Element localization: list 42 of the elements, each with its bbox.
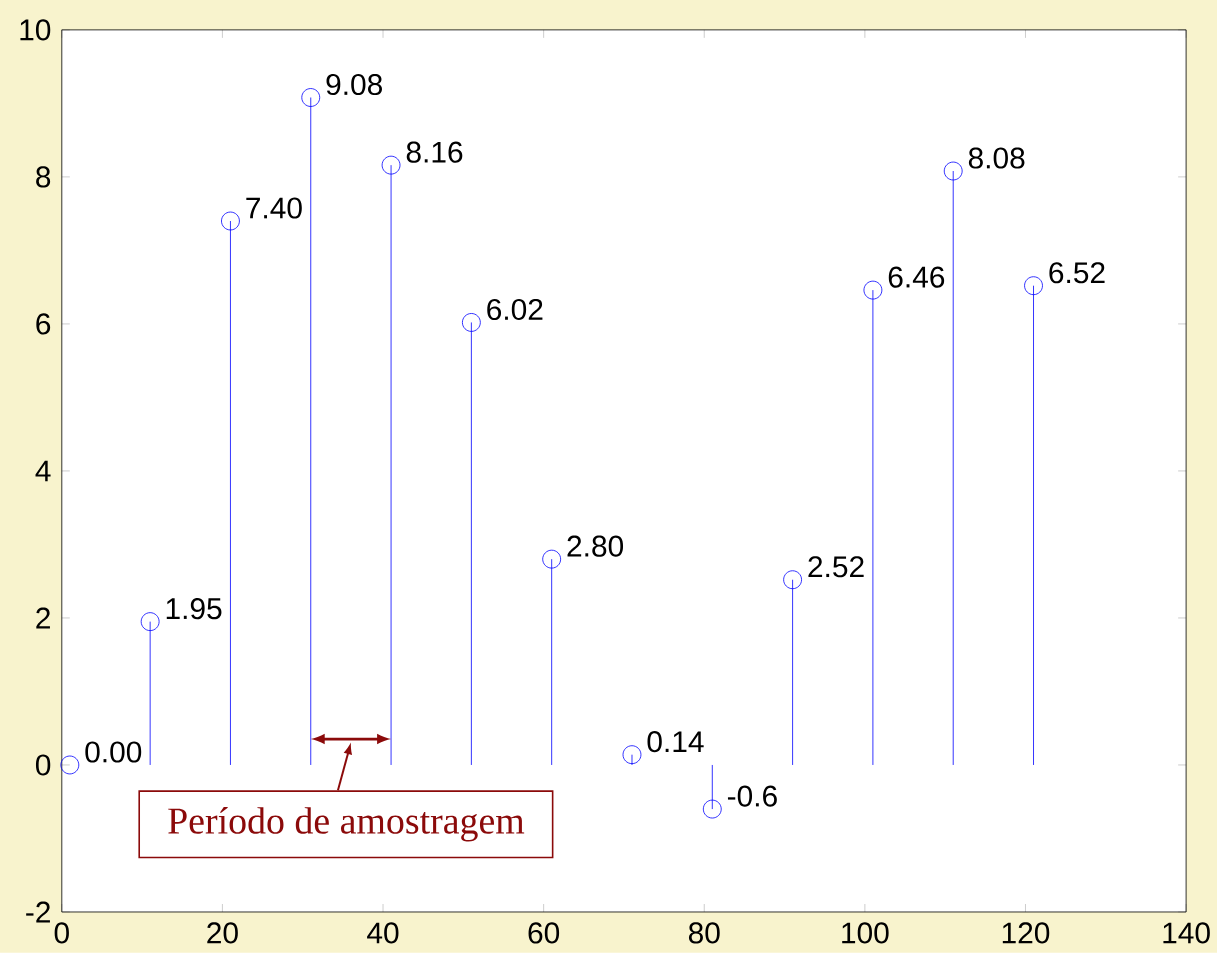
- point: [221, 211, 240, 231]
- y-tick-label: -2: [26, 901, 50, 923]
- point: [622, 745, 642, 764]
- data-label: 2.52: [808, 555, 864, 578]
- x-tick-label: 80: [688, 922, 720, 944]
- point: [301, 87, 321, 107]
- point: [60, 755, 80, 775]
- x-tick-label: 120: [1002, 922, 1050, 944]
- point: [783, 570, 802, 589]
- point: [863, 280, 883, 300]
- x-tick-label: 20: [207, 922, 238, 944]
- point: [943, 161, 963, 181]
- data-label: 0.14: [647, 730, 704, 753]
- x-tick-label: 40: [367, 922, 399, 944]
- data-label: 1.95: [166, 597, 222, 619]
- data-label: 8.08: [968, 147, 1025, 169]
- data-label: 6.02: [487, 298, 543, 320]
- y-tick-label: 4: [35, 460, 51, 481]
- y-tick-label: 6: [36, 313, 51, 335]
- data-label: 2.80: [567, 535, 624, 557]
- point: [381, 155, 401, 175]
- point: [462, 312, 481, 332]
- x-tick-label: 0: [54, 922, 69, 944]
- x-tick-label: 100: [842, 922, 889, 944]
- data-label: 0.00: [85, 741, 142, 763]
- data-label: 6.52: [1049, 261, 1105, 284]
- point: [542, 549, 562, 569]
- point: [140, 612, 160, 631]
- data-label: 7.40: [246, 197, 302, 219]
- point: [1024, 276, 1043, 295]
- y-tick-label: 2: [36, 607, 50, 629]
- data-label: 6.46: [888, 266, 945, 288]
- x-tick-label: 60: [528, 922, 560, 944]
- annotation: Período de amostragem: [168, 806, 525, 842]
- y-tick-label: 10: [20, 19, 51, 41]
- x-tick-label: 140: [1163, 922, 1210, 944]
- y-tick-label: 8: [36, 166, 51, 188]
- y-tick-label: 0: [35, 754, 51, 776]
- point: [702, 799, 722, 819]
- data-label: 9.08: [326, 73, 382, 95]
- data-label: -0.6: [727, 785, 777, 807]
- data-label: 8.16: [406, 141, 463, 163]
